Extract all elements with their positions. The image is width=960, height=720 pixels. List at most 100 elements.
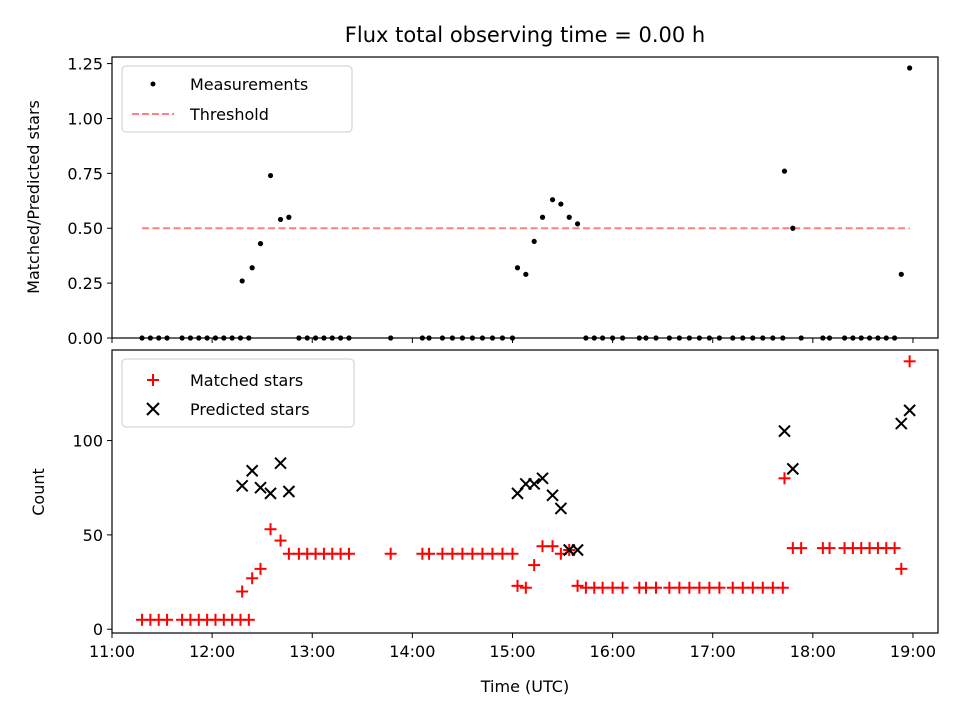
matched-star-point	[888, 542, 901, 555]
matched-star-point	[486, 547, 499, 560]
matched-star-point	[236, 585, 249, 598]
measurement-point	[459, 335, 466, 341]
bottom-y-axis-label: Count	[29, 468, 48, 516]
measurement-point	[636, 335, 642, 341]
matched-star-point	[616, 581, 629, 594]
bottom-xtick-label: 14:00	[389, 642, 435, 661]
top-y-axis-label: Matched/Predicted stars	[24, 100, 43, 294]
measurement-point	[850, 335, 856, 341]
measurement-point	[780, 335, 786, 341]
bottom-panel: 0 50 100 11:00 12:00 13:00 14:00 15:00 16:00 17:…	[29, 349, 939, 696]
measurement-point	[558, 201, 564, 207]
measurement-point	[321, 335, 327, 341]
matched-star-point	[466, 547, 479, 560]
predicted-star-point	[778, 424, 791, 438]
predicted-star-point	[245, 464, 259, 477]
measurement-point	[566, 214, 572, 220]
measurement-point	[750, 335, 756, 341]
measurement-point	[329, 335, 335, 341]
matched-star-point	[903, 355, 916, 368]
matched-star-point	[895, 562, 908, 575]
measurement-point	[643, 335, 649, 341]
measurement-point	[826, 335, 833, 341]
measurement-point	[312, 335, 319, 341]
predicted-star-point	[274, 456, 287, 470]
matched-star-point	[746, 581, 759, 594]
measurement-point	[212, 335, 219, 341]
matched-star-point	[254, 562, 267, 575]
measurement-point	[419, 335, 425, 341]
measurement-point	[716, 335, 723, 341]
bottom-xtick-label: 15:00	[489, 642, 535, 661]
measurement-point	[156, 335, 162, 341]
matched-star-point	[161, 613, 174, 626]
measurement-point	[892, 335, 898, 341]
measurement-point	[866, 335, 873, 341]
top-panel: 0.00 0.25 0.50 0.75 1.00 1.25 Matched/Predict…	[24, 55, 939, 348]
measurement-point	[798, 335, 804, 341]
measurement-point	[296, 335, 302, 341]
matched-star-point	[436, 547, 449, 560]
legend-threshold-label: Threshold	[189, 105, 269, 124]
top-legend: Measurements Threshold	[121, 65, 353, 133]
matched-star-point	[282, 547, 295, 560]
matched-star-point	[663, 581, 676, 594]
matched-star-point	[511, 579, 524, 592]
bottom-legend: Matched stars Predicted stars	[121, 358, 355, 428]
measurement-point	[449, 335, 456, 341]
matched-star-point	[242, 613, 255, 626]
measurement-point	[277, 216, 284, 223]
matched-star-point	[528, 559, 541, 572]
matched-star-point	[519, 581, 532, 594]
predicted-star-point	[895, 417, 908, 430]
matched-star-point	[776, 581, 789, 594]
matched-star-point	[693, 581, 706, 594]
predicted-star-point	[527, 477, 541, 491]
matched-star-point	[713, 581, 726, 594]
bottom-xtick-label: 17:00	[690, 642, 736, 661]
measurement-point	[246, 335, 252, 341]
bottom-x-axis-label: Time (UTC)	[480, 677, 569, 696]
measurement-point	[388, 335, 394, 341]
measurement-point	[760, 335, 766, 341]
predicted-star-point	[254, 481, 267, 494]
measurement-point	[583, 335, 589, 341]
measurement-point	[514, 265, 521, 271]
matched-star-point	[639, 581, 652, 594]
matched-star-point	[756, 581, 769, 594]
measurement-point	[439, 335, 445, 341]
matched-star-point	[736, 581, 749, 594]
bottom-ytick-label: 0	[93, 620, 103, 639]
chart-title: Flux total observing time = 0.00 h	[345, 23, 705, 47]
measurement-point	[164, 335, 170, 341]
measurement-point	[591, 335, 597, 341]
matched-star-point	[423, 547, 436, 560]
measurement-point	[549, 197, 556, 203]
matched-star-point	[673, 581, 686, 594]
bottom-xtick-label: 18:00	[790, 642, 836, 661]
matched-star-point	[536, 540, 549, 553]
measurement-point	[346, 335, 352, 341]
matched-star-point	[823, 542, 836, 555]
bottom-xtick-label: 16:00	[590, 642, 636, 661]
measurement-point	[531, 238, 537, 245]
matched-star-point	[606, 581, 619, 594]
legend-matched-marker	[147, 374, 159, 386]
measurement-point	[229, 335, 235, 341]
bottom-ytick-label: 50	[83, 526, 103, 545]
measurement-point	[740, 335, 746, 341]
bottom-xtick-label: 11:00	[89, 642, 135, 661]
measurement-point	[696, 335, 702, 341]
measurement-point	[479, 335, 486, 341]
measurement-point	[858, 335, 864, 341]
bottom-legend-box	[121, 358, 355, 428]
measurement-point	[706, 335, 712, 341]
legend-measurements-label: Measurements	[190, 75, 308, 94]
matched-star-point	[274, 534, 287, 547]
top-ytick-label: 0.00	[67, 329, 103, 348]
measurement-point	[770, 335, 776, 341]
measurement-point	[204, 335, 210, 341]
top-ytick-label: 0.25	[67, 274, 103, 293]
matched-star-point	[496, 547, 509, 560]
